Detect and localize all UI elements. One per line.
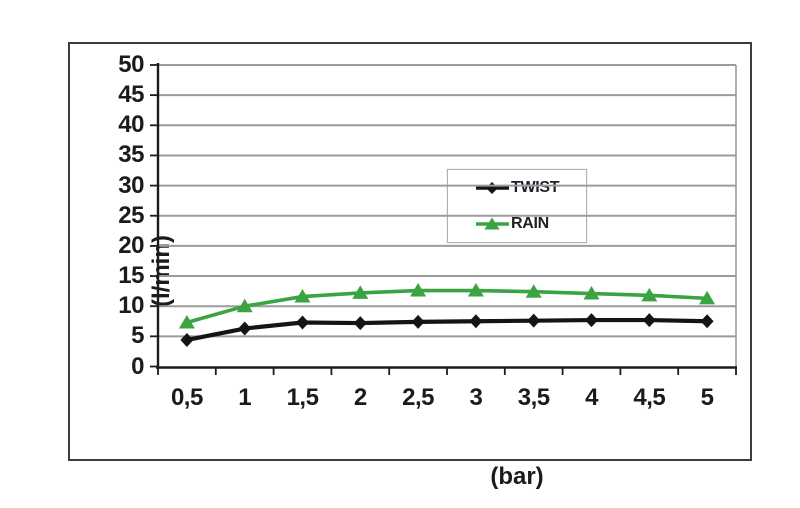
x-tick-label: 2,5 [402,384,435,411]
legend-item-twist: TWIST [475,179,586,197]
x-tick-label: 2 [353,384,367,411]
legend-item-rain: RAIN [475,215,586,233]
y-tick-label: 45 [118,81,144,109]
y-tick-label: 30 [118,171,144,199]
x-tick-label: 0,5 [170,384,203,411]
x-tick-label: 3,5 [517,384,550,411]
y-tick-label: 10 [118,292,144,320]
y-tick-label: 5 [131,322,144,350]
y-tick-label: 25 [118,201,144,229]
x-tick-label: 5 [700,384,714,411]
x-tick-label: 3 [469,384,483,411]
x-tick-label: 4 [585,384,598,411]
x-tick-label: 4,5 [633,384,666,411]
y-tick-label: 20 [118,231,144,259]
x-axis-title: (bar) [490,463,544,490]
x-tick-label: 1 [238,384,252,411]
y-tick-label: 40 [118,111,144,139]
y-tick-label: 50 [118,51,144,78]
chart-frame: (l/min) (bar) TWIST RAIN [68,42,752,490]
y-tick-label: 15 [118,262,144,290]
legend-label-rain: RAIN [511,215,549,232]
legend-label-twist: TWIST [511,179,560,196]
y-axis-title: (l/min) [148,235,175,307]
y-tick-label: 35 [118,141,144,169]
legend: TWIST RAIN [447,169,587,243]
rain-line-marker-icon [476,217,509,230]
twist-line-marker-icon [476,182,509,194]
y-tick-label: 0 [131,352,144,380]
x-tick-label: 1,5 [286,384,319,411]
